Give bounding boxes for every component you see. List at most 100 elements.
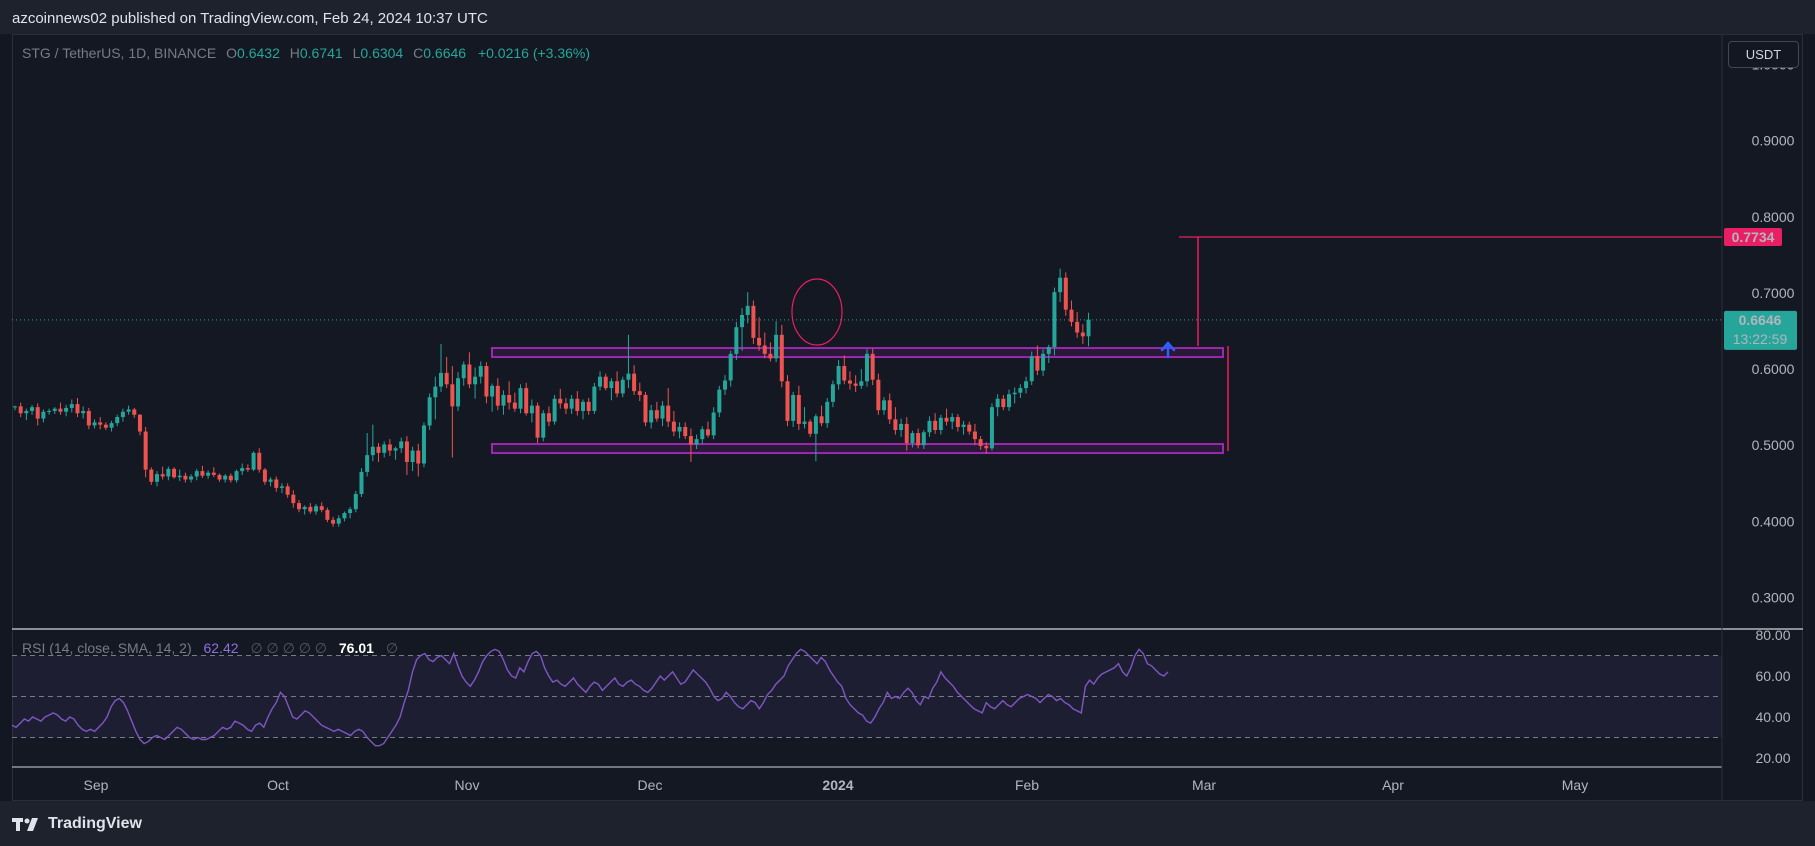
candle-body [41,411,46,419]
price-tick-label: 0.3000 [1752,590,1795,606]
candle-body [149,469,154,482]
candle-body [512,402,517,409]
rsi-line [11,648,1169,747]
candle-body [944,417,949,422]
candle-body [1058,277,1063,293]
candle-body [552,398,557,422]
rsi-placeholders: ∅ ∅ ∅ ∅ ∅ [250,640,327,656]
candle-body [262,469,267,482]
rsi-tick-label: 40.00 [1755,709,1790,725]
candle-body [399,441,404,449]
bar-countdown-label: 13:22:59 [1733,331,1788,347]
candle-body [950,417,955,422]
candle-body [649,410,654,423]
last-price-badge [1724,310,1797,350]
published-text: azcoinnews02 published on TradingView.co… [12,10,488,27]
published-header: azcoinnews02 published on TradingView.co… [0,0,1815,34]
candle-body [757,337,762,346]
currency-button[interactable]: USDT [1728,41,1799,68]
candle-body [387,444,392,451]
time-tick-label: Feb [1015,777,1039,793]
candle-body [586,401,591,411]
candle-body [518,388,523,409]
candle-body [172,468,177,478]
candle-body [433,386,438,398]
candle-body [671,421,676,432]
rsi-ma-value: 76.01 [338,640,374,656]
candle-body [285,486,290,495]
candle-body [1063,277,1068,310]
candle-body [251,452,256,470]
price-tick-label: 0.8000 [1752,209,1795,225]
candle-body [450,384,455,407]
candle-body [331,519,336,524]
tradingview-logo[interactable]: TradingView [12,815,142,833]
range-top-box [491,347,1224,359]
candle-body [473,376,478,385]
candle-body [495,385,500,406]
candle-body [700,429,705,440]
candle-body [870,353,875,380]
candle-body [569,398,574,409]
candle-body [626,373,631,380]
range-bottom-box [491,443,1224,455]
rsi-legend: RSI (14, close, SMA, 14, 2) 62.42 ∅ ∅ ∅ … [22,640,398,657]
price-tick-label: 0.9000 [1752,133,1795,149]
candle-body [984,445,989,449]
change-value: +0.0216 (+3.36%) [477,45,591,61]
candle-body [541,413,546,438]
candle-body [1007,394,1011,408]
candle-body [444,372,449,385]
candle-body [921,432,926,446]
candle-body [842,366,847,381]
candle-body [297,503,301,510]
tradingview-brand: TradingView [48,815,142,832]
candle-body [592,386,597,411]
candle-body [245,468,250,470]
time-tick-label: Apr [1382,777,1404,793]
candle-body [478,366,483,377]
rsi-value: 62.42 [203,640,239,656]
candles [13,268,1091,527]
candle-body [325,509,330,520]
candle-body [336,518,341,524]
candle-body [69,404,74,408]
symbol-title[interactable]: STG / TetherUS, 1D, BINANCE [22,45,217,61]
rsi-title[interactable]: RSI (14, close, SMA, 14, 2) [22,640,192,656]
candle-body [1086,319,1091,337]
candle-body [751,305,756,338]
candle-body [348,509,353,514]
candle-body [813,416,818,434]
candle-body [461,364,466,379]
candle-body [745,305,750,316]
candle-body [183,475,188,480]
candle-body [353,493,358,510]
candle-body [467,364,472,385]
candle-body [302,506,307,510]
candle-body [206,472,211,476]
candle-body [1052,292,1057,347]
time-tick-label: Nov [455,777,480,793]
chart-frame[interactable] [12,34,1803,801]
candle-body [86,410,91,426]
candle-body [774,334,779,359]
candle-body [762,345,767,354]
candle-body [98,422,103,425]
candle-body [711,412,716,436]
candle-body [314,506,319,512]
candle-body [132,409,137,415]
candle-body [365,455,370,472]
symbol-legend: STG / TetherUS, 1D, BINANCE O0.6432 H0.6… [22,45,590,61]
candle-body [529,405,534,414]
rsi-tick-label: 80.00 [1755,627,1790,643]
candle-body [211,472,216,475]
time-tick-label: May [1562,777,1588,793]
candle-body [995,398,1000,408]
candle-body [637,391,642,395]
candle-body [143,431,148,470]
candle-body [535,405,540,438]
open-value: 0.6432 [237,45,280,61]
candle-body [825,401,830,424]
candle-body [847,380,852,384]
